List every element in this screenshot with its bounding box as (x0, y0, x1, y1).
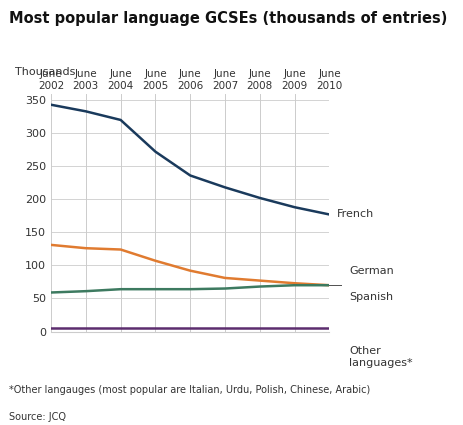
Text: Most popular language GCSEs (thousands of entries): Most popular language GCSEs (thousands o… (9, 11, 447, 26)
Text: Other
languages*: Other languages* (348, 346, 412, 368)
Text: Source: JCQ: Source: JCQ (9, 412, 66, 422)
Text: French: French (336, 210, 373, 219)
Text: *Other langauges (most popular are Italian, Urdu, Polish, Chinese, Arabic): *Other langauges (most popular are Itali… (9, 385, 370, 395)
Text: Spanish: Spanish (348, 292, 392, 302)
Text: German: German (348, 266, 393, 276)
Text: Thousands: Thousands (15, 67, 75, 77)
